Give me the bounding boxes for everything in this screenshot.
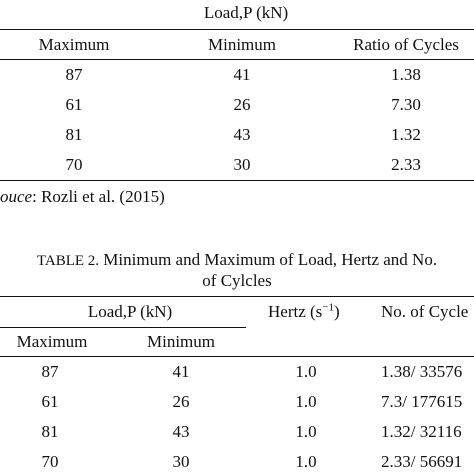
table1-source-text: : Rozli et al. (2015) <box>32 187 165 206</box>
table1-group-header: Load,P (kN) <box>203 3 289 22</box>
table2-caption-label: TABLE 2. <box>36 253 100 269</box>
table2-caption-text: Minimum and Maximum of Load, Hertz and N… <box>99 250 438 269</box>
table1-cell: 30 <box>233 155 251 174</box>
table2-hertz-sup: −1 <box>322 301 334 314</box>
table2-cell: 1.0 <box>295 452 317 471</box>
table1-col-maximum: Maximum <box>38 35 110 54</box>
table2-cell: 7.3/ 177615 <box>381 392 463 411</box>
table2-cell: 1.0 <box>295 422 317 441</box>
table1-source: ouce: Rozli et al. (2015) <box>0 187 165 207</box>
table2-col-minimum: Minimum <box>146 332 215 351</box>
table1-cell: 41 <box>233 65 251 84</box>
table2-hertz-header: Hertz (s−1) <box>268 302 340 322</box>
table1-cell: 1.38 <box>391 65 421 84</box>
table1-rule-top <box>0 29 474 30</box>
table1-cell: 2.33 <box>391 155 421 174</box>
table1-col-ratio: Ratio of Cycles <box>353 35 459 54</box>
table2-cell: 1.0 <box>295 362 317 381</box>
table1-source-label: ouce <box>0 187 33 206</box>
table2-cell: 41 <box>172 362 190 381</box>
table2-hertz-text: Hertz (s <box>268 302 323 321</box>
table2-hertz-close: ) <box>334 302 340 321</box>
table1-rule-header <box>0 59 474 60</box>
table1-cell: 7.30 <box>391 95 421 114</box>
table1-cell: 70 <box>65 155 83 174</box>
table2-rule-header <box>0 356 474 357</box>
table2-cell: 81 <box>41 422 59 441</box>
table2-cell: 87 <box>41 362 59 381</box>
table1-rule-bottom <box>0 180 474 181</box>
table2-rule-group <box>0 327 246 328</box>
table2-cell: 30 <box>172 452 190 471</box>
table2-rule-top <box>0 296 474 297</box>
table2-cell: 1.32/ 32116 <box>381 422 462 441</box>
table1-cell: 87 <box>65 65 83 84</box>
table1-cell: 26 <box>233 95 251 114</box>
table2-cell: 61 <box>41 392 59 411</box>
table1-cell: 43 <box>233 125 251 144</box>
table2-cell: 70 <box>41 452 59 471</box>
table2-caption-line2: of Cylcles <box>202 271 272 290</box>
table2-cell: 26 <box>172 392 190 411</box>
table1-cell: 1.32 <box>391 125 421 144</box>
table2-cell: 1.38/ 33576 <box>381 362 463 381</box>
table2-cell: 1.0 <box>295 392 317 411</box>
table2-cycles-header: No. of Cycle <box>381 302 469 321</box>
table1-col-minimum: Minimum <box>207 35 276 54</box>
table2-caption-line1: TABLE 2. Minimum and Maximum of Load, He… <box>0 250 474 270</box>
table2-group-header: Load,P (kN) <box>87 302 173 321</box>
table1-cell: 61 <box>65 95 83 114</box>
table1-cell: 81 <box>65 125 83 144</box>
table2-cell: 2.33/ 56691 <box>381 452 463 471</box>
table2-col-maximum: Maximum <box>16 332 88 351</box>
table2-cell: 43 <box>172 422 190 441</box>
